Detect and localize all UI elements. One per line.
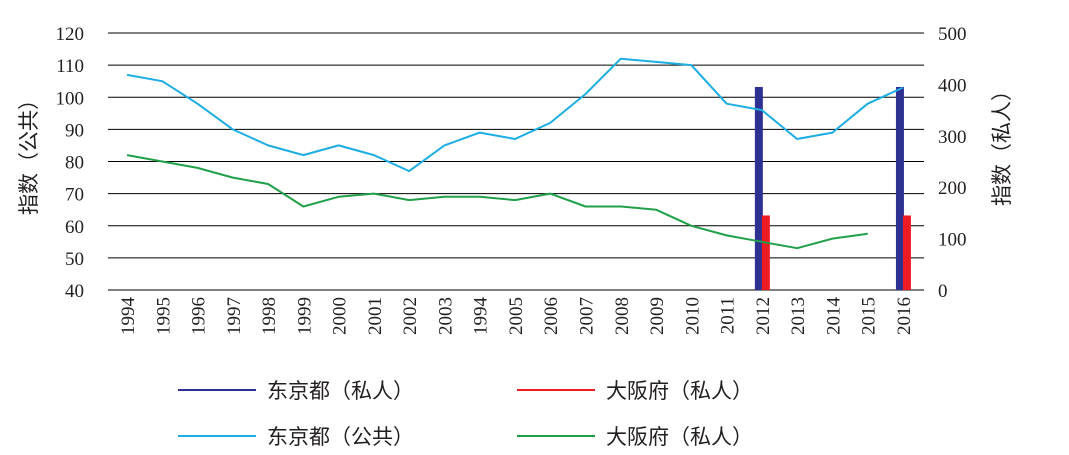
left-tick-label: 80 (65, 153, 84, 174)
legend-label: 大阪府（私人） (606, 379, 753, 403)
x-tick-label: 2000 (330, 297, 351, 335)
legend: 东京都（私人） 大阪府（私人） 东京都（公共） 大阪府（私人） (178, 379, 753, 449)
right-tick-label: 500 (938, 24, 967, 45)
right-axis-title: 指数（私人） (990, 80, 1014, 206)
x-tick-label: 1997 (224, 297, 245, 335)
bar-series (754, 86, 911, 290)
right-tick-label: 100 (938, 230, 967, 251)
x-tick-label: 2013 (788, 297, 809, 335)
x-tick-label: 2010 (682, 297, 703, 335)
x-tick-label: 2003 (435, 297, 456, 335)
left-tick-label: 50 (65, 249, 84, 270)
legend-label: 大阪府（私人） (606, 425, 753, 449)
x-tick-label: 2002 (400, 297, 421, 335)
x-tick-label: 2007 (577, 297, 598, 335)
x-tick-label: 2016 (894, 297, 915, 335)
series-line (126, 57, 904, 173)
bar (895, 86, 904, 290)
x-axis-ticks: 1994 1995 1996 1997 1998 1999 2000 2001 2002 2003… (118, 297, 915, 336)
x-tick-label: 2012 (753, 297, 774, 335)
legend-label: 东京都（私人） (267, 379, 414, 403)
left-axis-ticks: 40 50 60 70 80 90 100 110 120 (56, 24, 85, 302)
right-tick-label: 300 (938, 127, 967, 148)
x-tick-label: 1998 (259, 297, 280, 335)
bar (761, 215, 770, 290)
series-line (126, 154, 868, 250)
bar (754, 86, 763, 290)
x-tick-label: 2006 (541, 297, 562, 335)
x-tick-label: 2005 (506, 297, 527, 335)
x-tick-label: 1994 (118, 297, 139, 336)
right-tick-label: 400 (938, 75, 967, 96)
x-tick-label: 1999 (294, 297, 315, 335)
x-tick-label: 1994 (471, 297, 492, 336)
x-tick-label: 2008 (612, 297, 633, 335)
x-tick-label: 2001 (365, 297, 386, 335)
line-series (126, 57, 904, 250)
left-tick-label: 70 (65, 185, 84, 206)
x-tick-label: 2011 (718, 297, 739, 334)
right-tick-label: 0 (938, 281, 948, 302)
x-tick-label: 1996 (189, 297, 210, 335)
right-axis-ticks: 0 100 200 300 400 500 (938, 24, 967, 302)
x-tick-label: 2009 (647, 297, 668, 335)
left-tick-label: 40 (65, 281, 84, 302)
left-tick-label: 60 (65, 217, 84, 238)
bar (902, 215, 911, 290)
gridlines (108, 32, 924, 291)
left-tick-label: 120 (56, 24, 85, 45)
x-tick-label: 2015 (859, 297, 880, 335)
legend-label: 东京都（公共） (267, 425, 414, 449)
left-axis-title: 指数（公共） (17, 89, 41, 215)
left-tick-label: 110 (56, 56, 84, 77)
right-tick-label: 200 (938, 178, 967, 199)
left-tick-label: 90 (65, 120, 84, 141)
x-tick-label: 2014 (823, 297, 844, 336)
left-tick-label: 100 (56, 88, 85, 109)
x-tick-label: 1995 (153, 297, 174, 335)
